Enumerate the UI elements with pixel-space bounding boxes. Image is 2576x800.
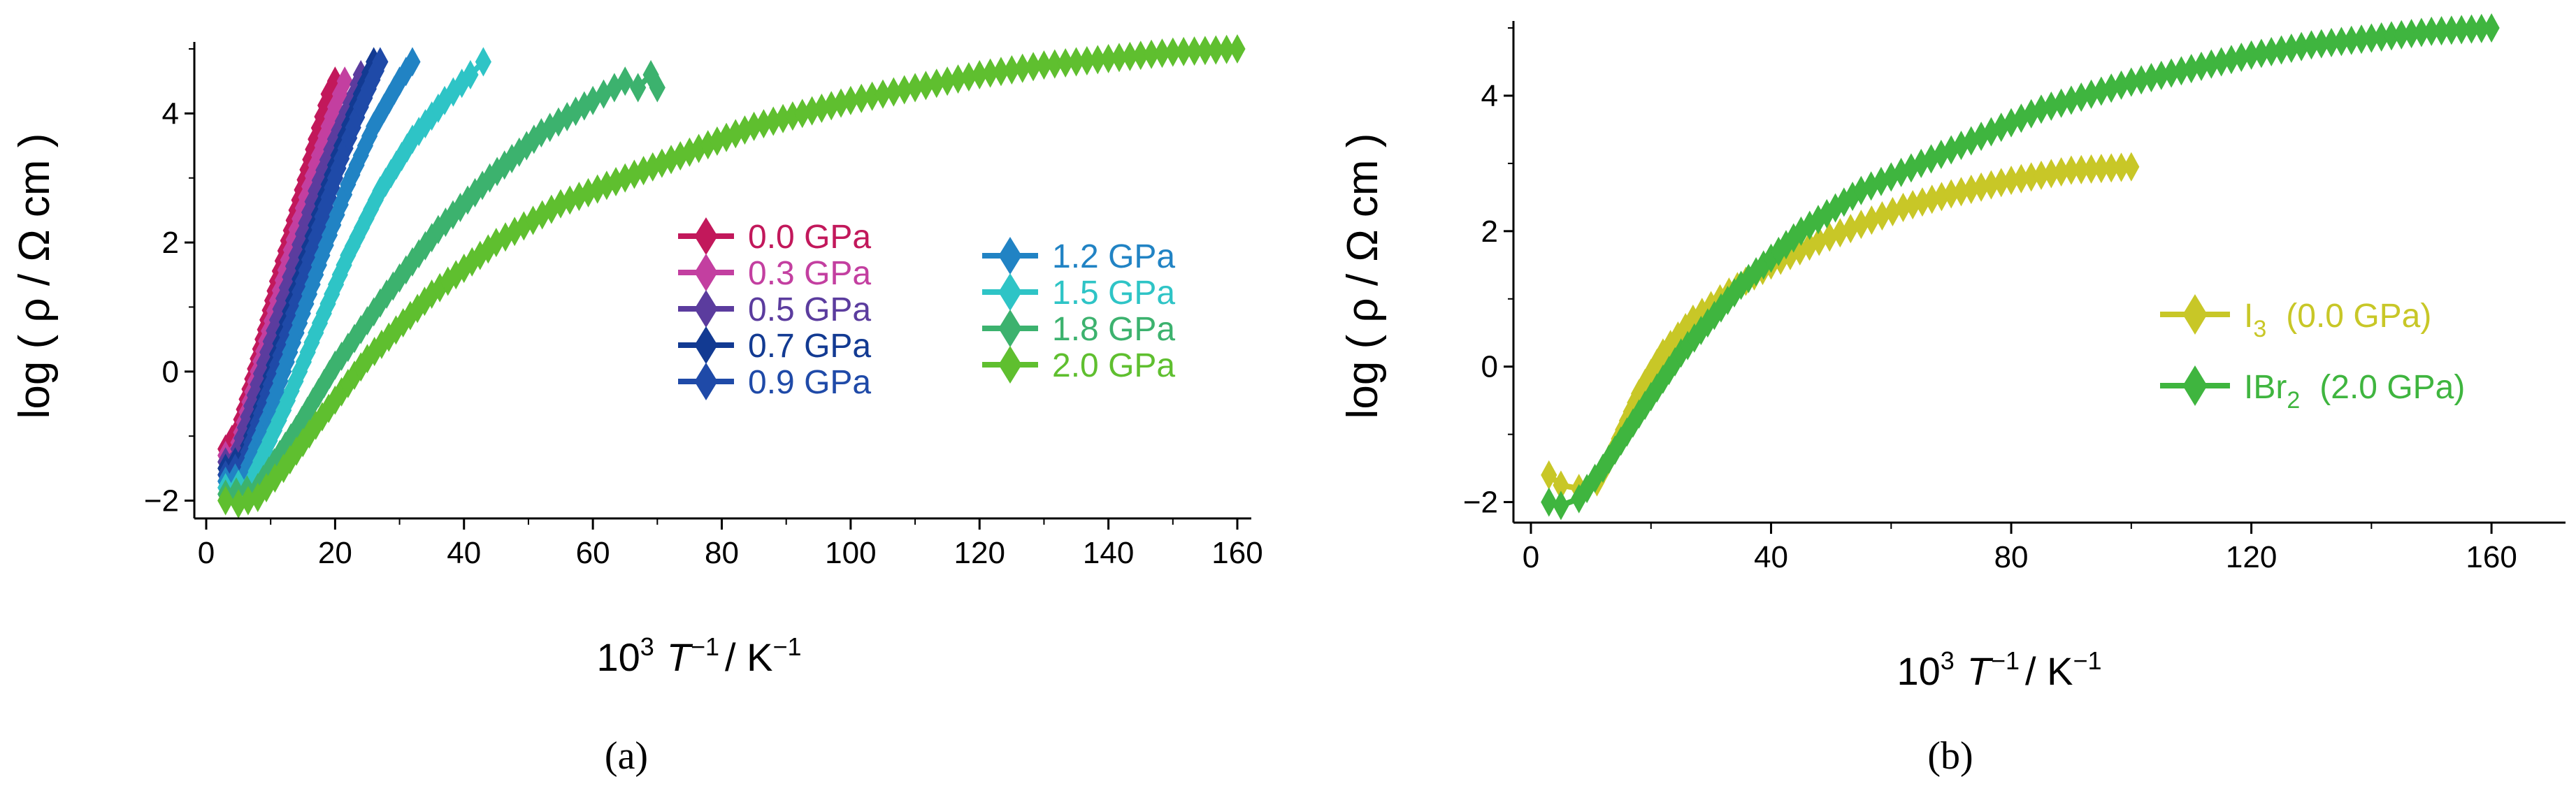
panel-a-legend-entry-0-9-gpa: 0.9 GPa bbox=[678, 363, 871, 401]
panel-a-y-tick-label: 0 bbox=[162, 355, 179, 389]
panel-a-x-tick-label: 40 bbox=[447, 536, 481, 570]
panel-b-y-tick-label: 4 bbox=[1481, 79, 1498, 113]
panel-a-point-1-8-gpa bbox=[649, 73, 665, 103]
legend-marker bbox=[694, 290, 718, 328]
legend-marker bbox=[998, 346, 1022, 384]
panel-a-point-2-0-gpa bbox=[217, 486, 234, 516]
panel-a-point-0-9-gpa bbox=[372, 47, 389, 77]
panel-b-series-ibr2-2-0-gpa bbox=[1541, 13, 2500, 521]
panel-a-x-tick-label: 160 bbox=[1211, 536, 1262, 570]
panel-b-point-ibr2-2-0-gpa bbox=[1553, 490, 1569, 521]
panel-a-legend-entry-2-0-gpa: 2.0 GPa bbox=[982, 346, 1175, 384]
panel-a-point-1-5-gpa bbox=[462, 59, 479, 89]
panel-b-x-tick-label: 160 bbox=[2466, 540, 2517, 574]
panel-b-y-axis-label: log ( ρ / Ω cm ) bbox=[1339, 133, 1387, 419]
panel-a-x-tick-label: 0 bbox=[198, 536, 215, 570]
panel-a-point-2-0-gpa bbox=[1229, 34, 1246, 64]
panel-b-y-tick-label: 2 bbox=[1481, 214, 1498, 249]
legend-label: 0.9 GPa bbox=[748, 364, 871, 401]
panel-a-legend-entry-0-5-gpa: 0.5 GPa bbox=[678, 290, 871, 328]
panel-a-point-1-2-gpa bbox=[404, 47, 421, 77]
panel-a-x-tick-label: 80 bbox=[705, 536, 739, 570]
panel-b-y-tick-label: 0 bbox=[1481, 350, 1498, 384]
panel-a-y-tick-label: −2 bbox=[144, 484, 179, 518]
legend-label: 1.8 GPa bbox=[1052, 311, 1175, 348]
legend-label: 2.0 GPa bbox=[1052, 347, 1175, 384]
panel-a-x-tick-label: 100 bbox=[825, 536, 876, 570]
panel-b-x-axis-label: 103 T−1/ K−1 bbox=[1897, 646, 2101, 693]
legend-marker bbox=[998, 237, 1022, 275]
panel-b-x-tick-label: 40 bbox=[1754, 540, 1788, 574]
legend-marker bbox=[694, 217, 718, 255]
panel-b-legend-entry-1: IBr2 (2.0 GPa) bbox=[2160, 365, 2465, 414]
legend-marker bbox=[694, 254, 718, 291]
panel-b-point-ibr2-2-0-gpa bbox=[1541, 487, 1557, 517]
panel-a-label: (a) bbox=[605, 734, 648, 778]
panel-a-legend-entry-0-7-gpa: 0.7 GPa bbox=[678, 326, 871, 365]
panel-a-series-2-0-gpa bbox=[217, 34, 1246, 519]
panel-b-label: (b) bbox=[1927, 734, 1973, 778]
legend-marker bbox=[998, 273, 1022, 311]
panel-b-x-tick-label: 80 bbox=[1994, 540, 2029, 574]
panel-b-legend: I3 (0.0 GPa) IBr2 (2.0 GPa) bbox=[2160, 294, 2465, 414]
panel-a-y-axis-label: log ( ρ / Ω cm ) bbox=[10, 133, 59, 419]
panel-b-plot-area bbox=[1541, 13, 2500, 521]
legend-marker bbox=[2182, 365, 2208, 406]
legend-label: IBr2 (2.0 GPa) bbox=[2244, 369, 2465, 414]
panel-a-plot-area bbox=[217, 34, 1246, 519]
panel-b-point-ibr2-2-0-gpa bbox=[2483, 13, 2500, 43]
legend-marker bbox=[694, 363, 718, 400]
legend-label: 1.2 GPa bbox=[1052, 238, 1175, 275]
legend-marker bbox=[694, 326, 718, 364]
panel-b-x-tick-label: 120 bbox=[2226, 540, 2277, 574]
legend-label: 0.3 GPa bbox=[748, 255, 871, 292]
legend-label: I3 (0.0 GPa) bbox=[2244, 298, 2431, 342]
legend-marker bbox=[998, 310, 1022, 347]
panel-a-legend-entry-1-8-gpa: 1.8 GPa bbox=[982, 310, 1175, 348]
panel-a-x-tick-label: 20 bbox=[318, 536, 352, 570]
panel-a-x-axis-label: 103 T−1/ K−1 bbox=[596, 632, 801, 679]
panel-b-series-line-i3-0-0-gpa bbox=[1547, 163, 2132, 492]
panel-a-point-1-5-gpa bbox=[475, 47, 491, 77]
legend-label: 1.5 GPa bbox=[1052, 275, 1175, 312]
panel-a-point-1-8-gpa bbox=[630, 73, 647, 103]
panel-b-point-i3-0-0-gpa bbox=[2123, 152, 2140, 182]
panel-a-legend-entry-0-0-gpa: 0.0 GPa bbox=[678, 217, 871, 256]
panel-a-y-tick-label: 4 bbox=[162, 96, 179, 131]
panel-b-y-tick-label: −2 bbox=[1463, 486, 1498, 520]
legend-label: 0.0 GPa bbox=[748, 219, 871, 256]
panel-b-series-line-ibr2-2-0-gpa bbox=[1548, 25, 2492, 509]
legend-marker bbox=[2182, 294, 2208, 335]
panel-a-point-1-8-gpa bbox=[617, 66, 633, 96]
legend-label: 0.7 GPa bbox=[748, 328, 871, 365]
panel-a-x-tick-label: 140 bbox=[1083, 536, 1134, 570]
panel-a-point-0-3-gpa bbox=[336, 66, 353, 96]
legend-label: 0.5 GPa bbox=[748, 291, 871, 328]
panel-a-x-tick-label: 60 bbox=[576, 536, 610, 570]
panel-b-legend-entry-0: I3 (0.0 GPa) bbox=[2160, 294, 2431, 342]
panel-a-legend-entry-1-5-gpa: 1.5 GPa bbox=[982, 273, 1175, 312]
panel-a-x-tick-label: 120 bbox=[954, 536, 1005, 570]
panel-a-legend-entry-0-3-gpa: 0.3 GPa bbox=[678, 254, 871, 292]
panel-a-legend-entry-1-2-gpa: 1.2 GPa bbox=[982, 237, 1175, 275]
panel-b-x-tick-label: 0 bbox=[1523, 540, 1539, 574]
panel-a-y-tick-label: 2 bbox=[162, 226, 179, 260]
